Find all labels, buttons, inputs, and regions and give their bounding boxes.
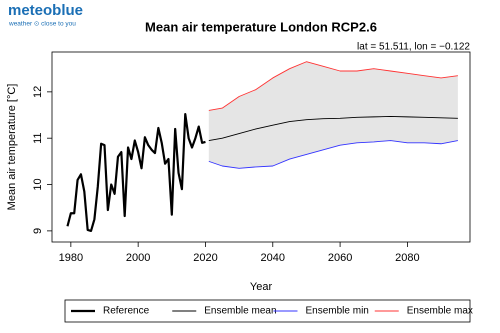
logo: meteoblue	[8, 2, 83, 19]
subtitle: lat = 51.511, lon = −0.122	[357, 42, 470, 53]
plot-frame	[51, 51, 471, 243]
x-tick-label: 2040	[261, 252, 285, 264]
series-line	[66, 112, 206, 232]
legend-box	[64, 299, 471, 323]
logo-tagline: weather ⊙ close to you	[8, 21, 76, 28]
x-tick-label: 2060	[328, 252, 352, 264]
series-line	[208, 61, 458, 111]
legend-label: Ensemble mean	[204, 306, 276, 317]
x-tick-label: 2020	[193, 252, 217, 264]
legend-label: Ensemble min	[306, 306, 369, 317]
x-tick-label: 1980	[59, 252, 83, 264]
y-tick-label: 11	[32, 132, 44, 143]
x-tick-label: 2000	[126, 252, 150, 264]
y-axis-label: Mean air temperature [°C]	[6, 84, 18, 211]
x-tick-label: 2080	[395, 252, 419, 264]
series-line	[208, 140, 458, 169]
ensemble-band	[208, 61, 458, 169]
y-tick-label: 12	[32, 86, 44, 98]
y-tick-label: 10	[32, 178, 44, 190]
legend-label: Reference	[103, 306, 150, 317]
series-line	[208, 115, 458, 141]
y-tick-label: 9	[32, 228, 44, 234]
x-axis-label: Year	[250, 281, 273, 293]
chart-title: Mean air temperature London RCP2.6	[145, 19, 377, 34]
legend-label: Ensemble max	[407, 306, 473, 317]
